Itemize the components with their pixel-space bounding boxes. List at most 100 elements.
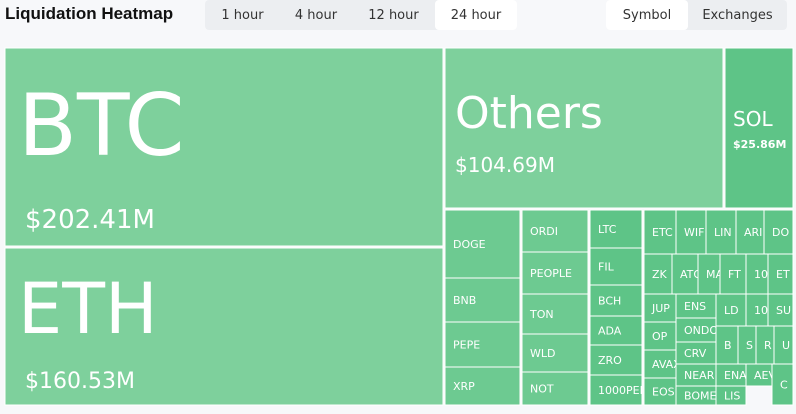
tile-label: ARI xyxy=(744,226,762,239)
tile xyxy=(773,325,794,365)
tile xyxy=(755,325,775,365)
tab[interactable]: 1 hour xyxy=(221,7,264,23)
tile xyxy=(715,293,747,327)
tile xyxy=(763,209,794,255)
tile-label: FIL xyxy=(598,261,615,274)
tile-value: $25.86M xyxy=(733,138,786,151)
tile xyxy=(745,363,773,387)
tile-label: CRV xyxy=(684,347,707,360)
tile-label: ETC xyxy=(652,226,673,239)
tile xyxy=(643,253,673,295)
tile-label: OP xyxy=(652,330,668,343)
tile-label: ENA xyxy=(724,369,747,382)
tile xyxy=(745,293,769,327)
tile-label: ORDI xyxy=(530,225,558,238)
tile xyxy=(735,209,765,255)
tile-label: ZRO xyxy=(598,354,622,367)
tile xyxy=(444,366,521,406)
tile-label: FT xyxy=(728,268,741,281)
tile xyxy=(767,253,794,295)
tile-label: NOT xyxy=(530,383,554,396)
tile xyxy=(675,317,717,343)
tile-label: C xyxy=(780,379,788,392)
tile-label: LIN xyxy=(714,226,732,239)
tile xyxy=(643,377,677,406)
tile xyxy=(675,363,717,387)
tile xyxy=(771,363,794,406)
tile xyxy=(697,253,721,295)
tile-label: WIF xyxy=(684,226,704,239)
tile-label: ZK xyxy=(652,268,668,281)
tile xyxy=(767,293,794,327)
tab[interactable]: 12 hour xyxy=(368,7,419,23)
tab[interactable]: Exchanges xyxy=(702,7,773,23)
tile xyxy=(643,349,677,379)
tile-label: PEPE xyxy=(453,339,480,352)
tile-label: B xyxy=(724,339,732,352)
tile xyxy=(715,325,739,365)
tile-label: MA xyxy=(706,268,723,281)
tab[interactable]: 24 hour xyxy=(435,0,517,30)
tile-label: BOME xyxy=(684,390,717,403)
tile-label: DO xyxy=(772,226,789,239)
tile xyxy=(521,293,589,335)
tile xyxy=(643,293,677,323)
tile-label: ETH xyxy=(18,268,158,350)
tile xyxy=(444,209,521,279)
tile-label: ONDO xyxy=(684,324,718,337)
tab[interactable]: 4 hour xyxy=(294,7,338,23)
tile-label: SOL xyxy=(733,107,773,131)
title: Liquidation Heatmap xyxy=(5,4,174,23)
tab[interactable]: Symbol xyxy=(606,0,688,30)
tile-value: $160.53M xyxy=(25,369,135,394)
view-tabs: Symbol Exchanges xyxy=(606,0,787,30)
tile-label: 10 xyxy=(754,304,768,317)
tile-label: BTC xyxy=(18,76,185,176)
tile xyxy=(745,253,769,295)
tile-label: BNB xyxy=(453,294,476,307)
tile xyxy=(719,253,747,295)
tile xyxy=(589,374,643,406)
tile xyxy=(675,341,717,365)
tile-label: SU xyxy=(776,304,791,317)
tile-label: WLD xyxy=(530,347,555,360)
time-tabs: 1 hour 4 hour 12 hour 24 hour xyxy=(205,0,517,30)
tile-label: S xyxy=(746,339,753,352)
tile xyxy=(715,363,747,387)
tile-label: ATO xyxy=(680,268,702,281)
tile xyxy=(675,209,707,255)
tile xyxy=(4,247,444,406)
tile xyxy=(643,321,677,351)
tile xyxy=(589,247,643,286)
tile-value: $202.41M xyxy=(25,205,155,235)
tile xyxy=(444,47,724,209)
tile-label: U xyxy=(782,339,790,352)
tile xyxy=(4,47,444,247)
tile xyxy=(724,47,794,209)
tile-label: LTC xyxy=(598,223,617,236)
tile xyxy=(521,251,589,295)
tile-label: 1000PEPE xyxy=(598,384,653,397)
tile xyxy=(643,209,677,255)
tile-label: EOS xyxy=(652,386,675,399)
tile-label: XRP xyxy=(453,380,475,393)
tile xyxy=(675,385,717,406)
tile xyxy=(521,371,589,406)
tile-label: AVAX xyxy=(652,358,681,371)
tile-label: ENS xyxy=(684,300,706,313)
tile-label: LIS xyxy=(724,390,740,403)
tile xyxy=(589,315,643,346)
tile-label: LD xyxy=(724,304,739,317)
tile xyxy=(444,321,521,368)
tile-label: AEV xyxy=(754,369,776,382)
tile xyxy=(715,385,747,406)
tile xyxy=(589,209,643,249)
tile xyxy=(589,344,643,376)
tile xyxy=(521,209,589,253)
tile-label: R xyxy=(764,339,772,352)
tile xyxy=(444,277,521,323)
tile xyxy=(589,284,643,317)
tile-label: ADA xyxy=(598,325,622,338)
